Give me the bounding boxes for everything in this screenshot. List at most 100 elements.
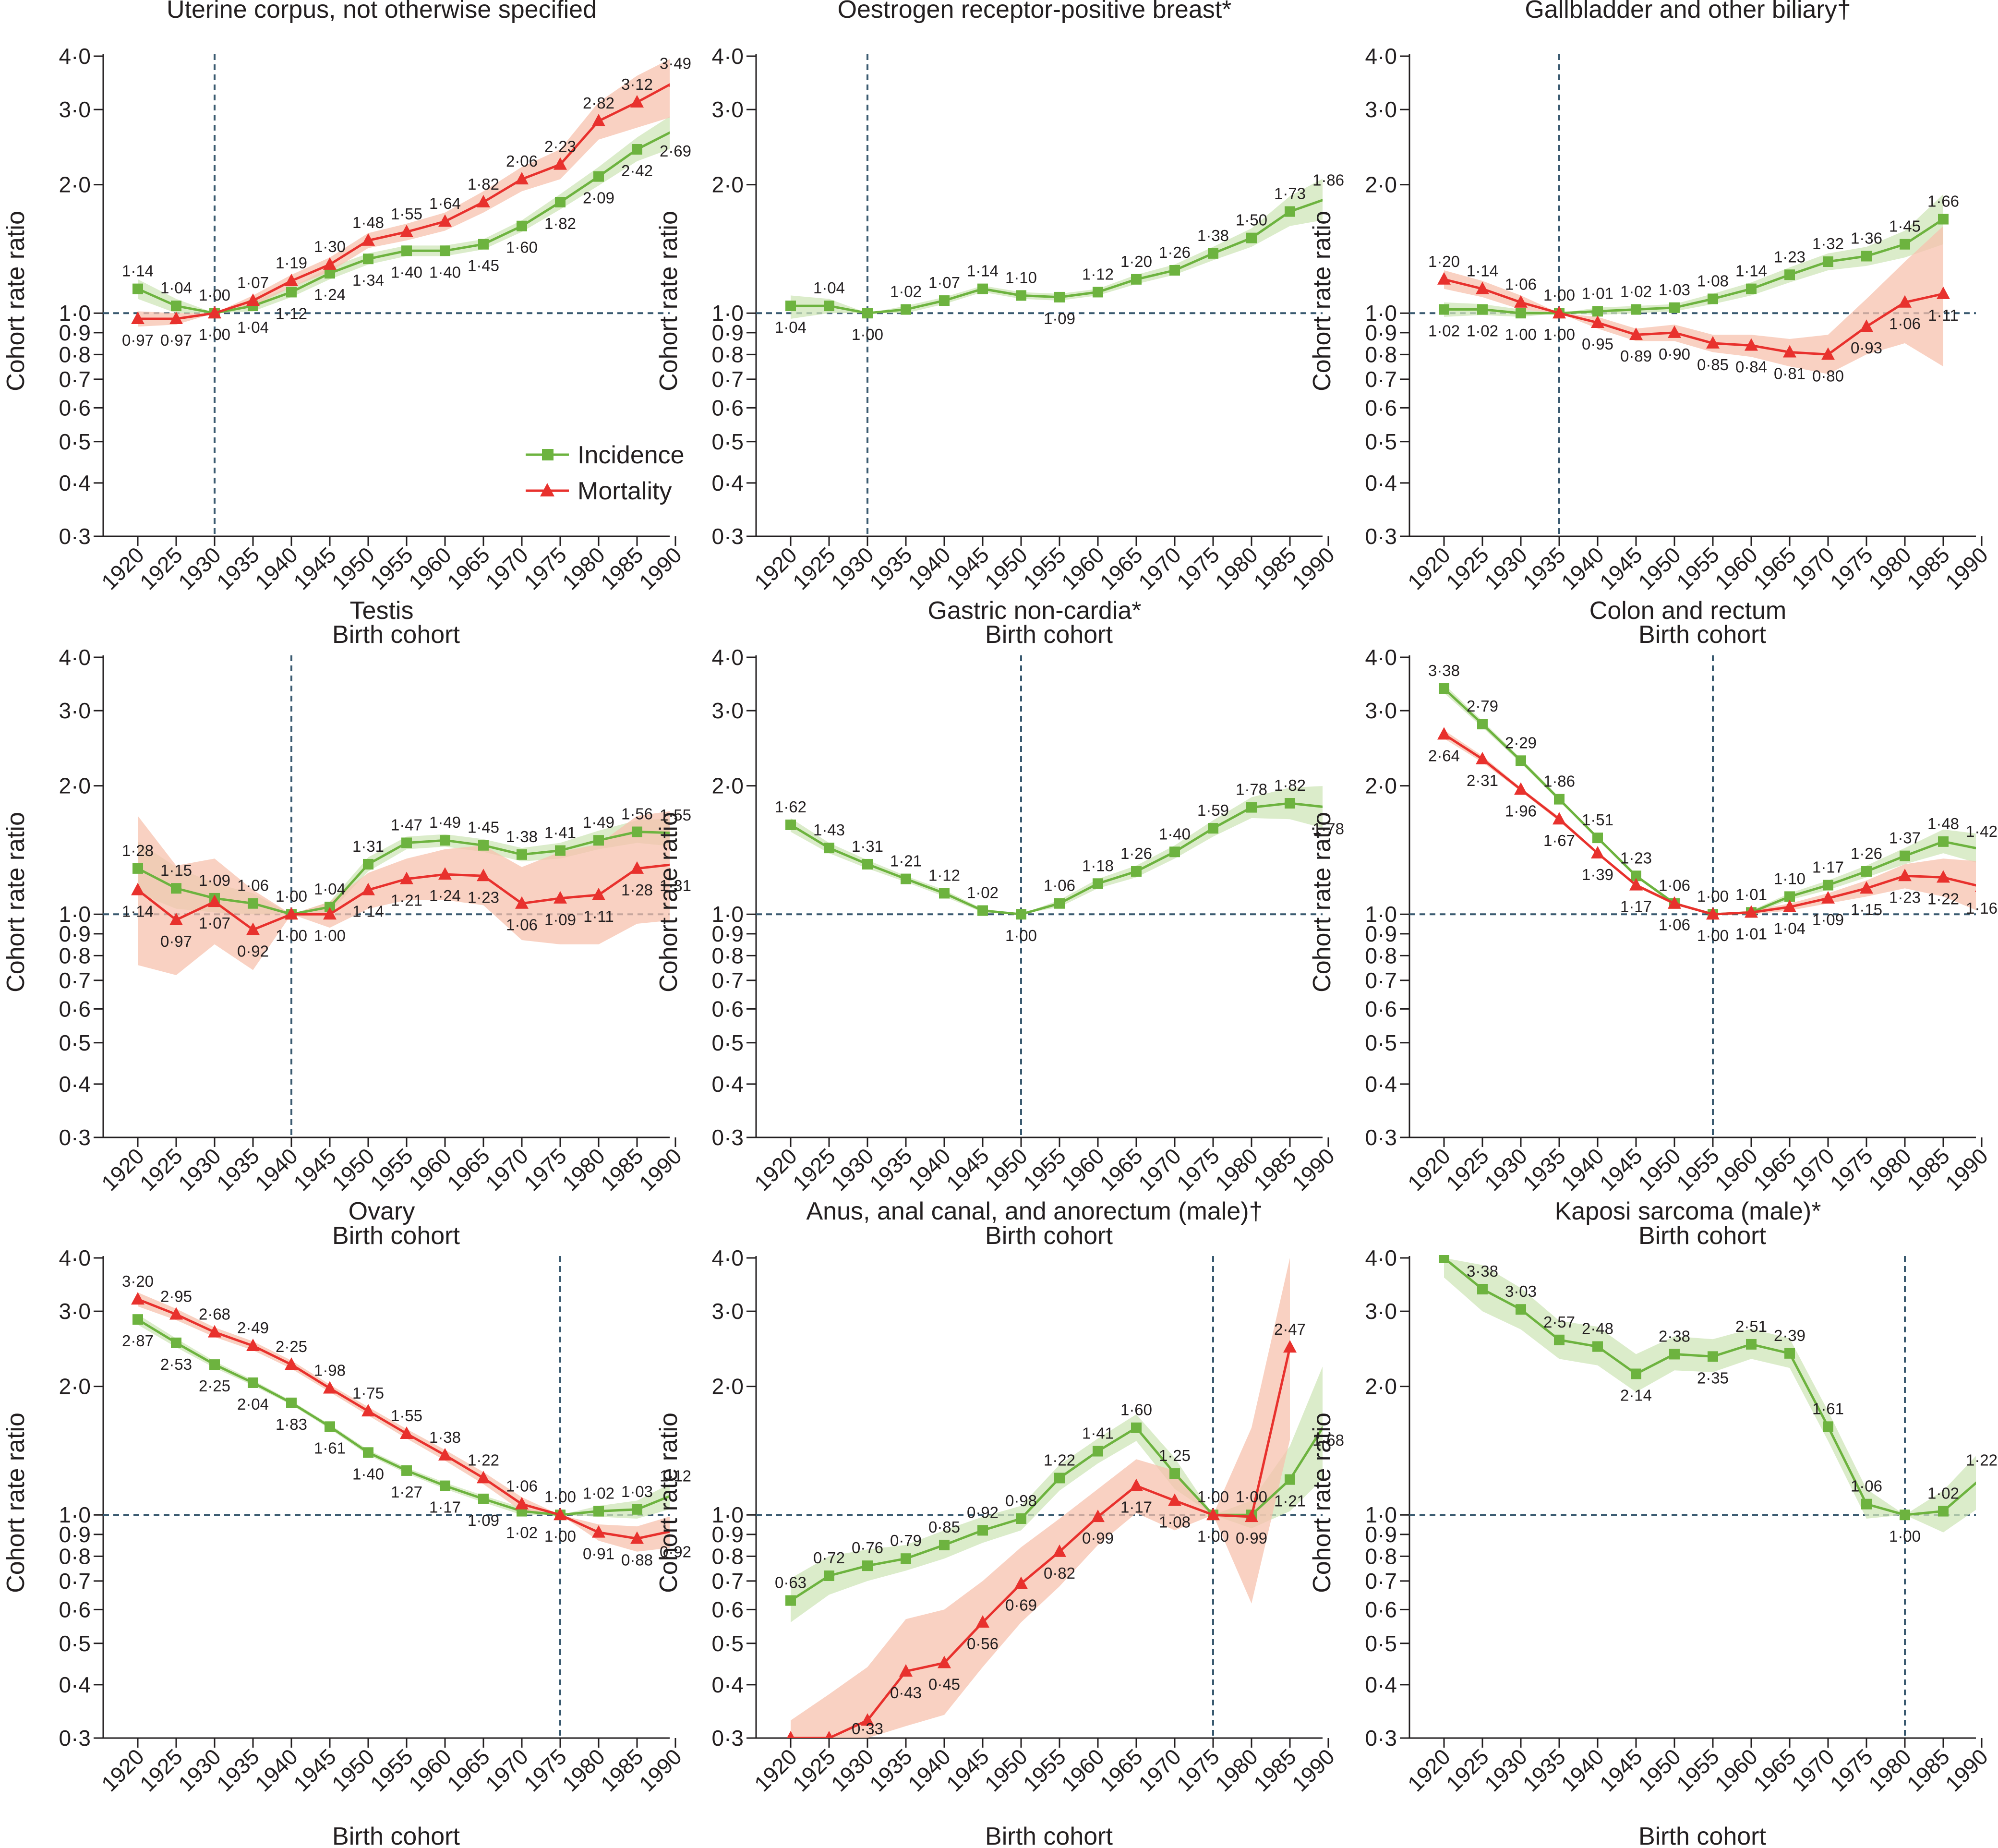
mortality-data-label: 0·89 xyxy=(1620,347,1652,365)
incidence-data-label: 1·34 xyxy=(352,271,384,289)
y-tick-label: 0·6 xyxy=(59,395,91,420)
mortality-point xyxy=(323,1381,337,1394)
mortality-point xyxy=(246,1338,260,1351)
mortality-point xyxy=(1860,881,1873,894)
mortality-data-label: 0·91 xyxy=(583,1545,614,1563)
x-tick-label: 1940 xyxy=(1556,1744,1609,1796)
x-tick-label: 1945 xyxy=(941,1744,994,1796)
x-tick-label: 1970 xyxy=(481,1143,533,1196)
incidence-point xyxy=(1592,833,1603,844)
incidence-point xyxy=(901,304,911,315)
mortality-point xyxy=(1937,286,1950,299)
mortality-data-label: 1·09 xyxy=(1812,911,1844,929)
incidence-data-label: 1·08 xyxy=(1697,272,1729,290)
mortality-data-label: 1·31 xyxy=(660,877,691,894)
x-tick-label: 1935 xyxy=(212,1744,264,1796)
x-tick-label: 1980 xyxy=(557,1744,610,1796)
incidence-point xyxy=(1246,802,1257,813)
x-tick-label: 1930 xyxy=(173,1744,226,1796)
incidence-data-label: 1·56 xyxy=(621,805,653,823)
x-tick-label: 1945 xyxy=(289,542,341,594)
mortality-point xyxy=(1476,281,1489,294)
mortality-point xyxy=(1514,295,1528,308)
x-tick-label: 1930 xyxy=(1480,1744,1532,1796)
x-tick-label: 1975 xyxy=(519,1744,571,1796)
incidence-data-label: 1·26 xyxy=(1851,845,1882,862)
y-tick-label: 3·0 xyxy=(1365,1299,1397,1324)
incidence-point xyxy=(1169,1468,1180,1479)
mortality-point xyxy=(400,225,413,238)
incidence-data-label: 1·04 xyxy=(237,318,269,336)
incidence-point xyxy=(1669,1349,1680,1360)
x-tick-label: 1980 xyxy=(1210,1143,1263,1196)
incidence-data-label: 1·14 xyxy=(1735,262,1767,280)
x-tick-label: 1985 xyxy=(596,1143,648,1196)
y-tick-label: 2·0 xyxy=(712,172,744,197)
x-tick-label: 1965 xyxy=(1095,1744,1147,1796)
incidence-point xyxy=(939,295,950,306)
mortality-point xyxy=(1821,347,1835,360)
incidence-point xyxy=(1900,239,1910,250)
incidence-confidence-band xyxy=(791,1366,1323,1622)
incidence-data-label: 1·48 xyxy=(1927,815,1959,833)
legend-label-mortality: Mortality xyxy=(578,477,672,505)
mortality-point xyxy=(1283,1340,1297,1353)
y-tick-label: 1·0 xyxy=(712,902,744,927)
x-tick-label: 1985 xyxy=(1249,1744,1301,1796)
y-axis-label: Cohort rate ratio xyxy=(1308,812,1336,992)
incidence-data-label: 2·53 xyxy=(160,1355,192,1373)
incidence-data-label: 1·12 xyxy=(928,866,960,884)
incidence-data-label: 2·39 xyxy=(1774,1327,1805,1344)
x-tick-label: 1925 xyxy=(788,542,840,594)
incidence-data-label: 1·50 xyxy=(1236,211,1267,229)
incidence-point xyxy=(1631,304,1641,315)
mortality-confidence-band xyxy=(138,1292,670,1552)
chart-panel-7: Ovary 0·3 0·4 0·5 0·6 0·70·80·91·0 2·0 3·0 4·0 Co… xyxy=(2,1197,691,1848)
x-tick-label: 1950 xyxy=(980,1143,1032,1196)
y-tick-label: 0·3 xyxy=(712,1726,744,1751)
y-tick-label: 0·6 xyxy=(1365,1597,1397,1622)
mortality-point xyxy=(1553,306,1566,319)
incidence-point xyxy=(785,1595,796,1606)
incidence-point xyxy=(1131,866,1142,877)
x-tick-label: 1990 xyxy=(1940,1143,1993,1196)
x-tick-label: 1950 xyxy=(1633,542,1685,594)
mortality-data-label: 1·06 xyxy=(1505,276,1537,293)
incidence-point xyxy=(862,1560,873,1571)
incidence-data-label: 1·20 xyxy=(1120,253,1152,270)
y-tick-label: 2·0 xyxy=(59,773,91,798)
incidence-data-label: 1·10 xyxy=(1005,268,1037,286)
x-tick-label: 1945 xyxy=(1595,1744,1647,1796)
incidence-data-label: 1·03 xyxy=(621,1483,653,1500)
mortality-data-label: 1·09 xyxy=(544,911,576,929)
mortality-data-label: 2·49 xyxy=(237,1319,269,1337)
incidence-data-label: 2·87 xyxy=(122,1332,154,1350)
incidence-point xyxy=(325,1421,335,1432)
incidence-data-label: 1·78 xyxy=(1236,781,1267,798)
x-tick-label: 1960 xyxy=(1057,542,1109,594)
y-tick-label: 0·8 xyxy=(1365,943,1397,968)
y-tick-label: 0·5 xyxy=(1365,429,1397,454)
mortality-point xyxy=(669,868,670,870)
y-tick-label: 0·6 xyxy=(712,996,744,1021)
incidence-point xyxy=(785,301,796,312)
incidence-point xyxy=(824,843,834,854)
incidence-point xyxy=(1938,1506,1949,1517)
incidence-point xyxy=(824,301,834,312)
mortality-point xyxy=(208,894,221,907)
mortality-point xyxy=(554,157,567,170)
x-axis-label: Birth cohort xyxy=(332,1222,460,1250)
incidence-point xyxy=(132,283,143,294)
incidence-point xyxy=(440,245,450,256)
y-tick-label: 0·7 xyxy=(1365,968,1397,993)
mortality-point xyxy=(1937,870,1950,883)
mortality-point xyxy=(1668,325,1681,338)
incidence-point xyxy=(1054,898,1065,909)
incidence-data-label: 1·31 xyxy=(852,837,883,855)
incidence-data-label: 1·78 xyxy=(1312,820,1344,838)
y-tick-label: 0·6 xyxy=(1365,395,1397,420)
x-tick-label: 1925 xyxy=(788,1744,840,1796)
incidence-point xyxy=(1592,1341,1603,1352)
x-tick-label: 1955 xyxy=(1672,542,1724,594)
x-tick-label: 1955 xyxy=(365,1143,418,1196)
